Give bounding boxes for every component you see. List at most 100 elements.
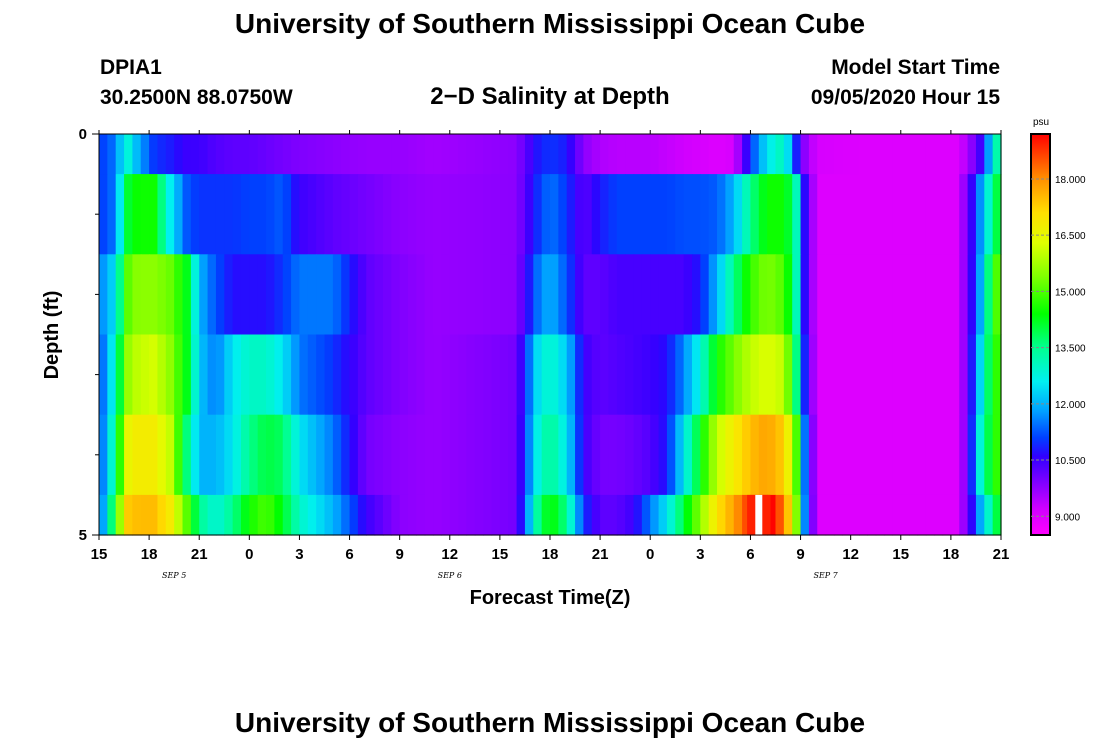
colorbar-tick-label: 13.500	[1055, 344, 1086, 355]
heatmap-cell	[307, 254, 317, 336]
heatmap-cell	[190, 494, 200, 536]
heatmap-cell	[666, 254, 676, 336]
heatmap-cell	[817, 334, 827, 416]
heatmap-cell	[859, 254, 868, 336]
heatmap-cell	[357, 334, 367, 416]
heatmap-cell	[591, 174, 601, 255]
heatmap-cell	[833, 414, 843, 496]
heatmap-cell	[124, 254, 134, 336]
heatmap-cell	[424, 254, 434, 336]
heatmap-cell	[892, 174, 902, 255]
heatmap-cell	[282, 254, 292, 336]
heatmap-cell	[107, 414, 117, 496]
heatmap-cell	[967, 174, 977, 255]
heatmap-cell	[257, 334, 267, 416]
heatmap-cell	[900, 414, 910, 496]
heatmap-cell	[282, 134, 292, 175]
heatmap-cell	[717, 334, 726, 416]
station-id: DPIA1	[100, 56, 162, 79]
heatmap-cell	[391, 174, 401, 255]
heatmap-cell	[382, 134, 392, 175]
heatmap-cell	[725, 494, 735, 536]
heatmap-cell	[550, 254, 559, 336]
heatmap-cell	[616, 414, 626, 496]
heatmap-cell	[867, 174, 877, 255]
heatmap-cell	[107, 494, 117, 536]
heatmap-cell	[800, 494, 810, 536]
heatmap-cell	[441, 494, 451, 536]
heatmap-cell	[925, 414, 935, 496]
heatmap-cell	[190, 174, 200, 255]
heatmap-cell	[240, 254, 250, 336]
heatmap-cell	[240, 334, 250, 416]
day-label: SEP 7	[813, 571, 838, 580]
heatmap-cell	[474, 174, 484, 255]
heatmap-cell	[700, 254, 710, 336]
heatmap-cell	[683, 174, 693, 255]
day-label: SEP 5	[162, 571, 186, 580]
heatmap-cell	[733, 134, 743, 175]
heatmap-cell	[984, 494, 994, 536]
heatmap-cell	[641, 494, 651, 536]
heatmap-cell	[767, 334, 777, 416]
heatmap-cell	[299, 134, 309, 175]
heatmap-cell	[742, 174, 752, 255]
heatmap-cell	[516, 414, 526, 496]
heatmap-cell	[583, 334, 593, 416]
heatmap-cell	[408, 134, 417, 175]
heatmap-cell	[99, 134, 108, 175]
y-axis: 05	[79, 126, 99, 544]
hotspot-layer	[747, 494, 771, 535]
heatmap-cell	[575, 414, 585, 496]
heatmap-cell	[750, 174, 760, 255]
heatmap-cell	[232, 254, 242, 336]
heatmap-cell	[767, 494, 777, 536]
heatmap-cell	[950, 254, 960, 336]
heatmap-cell	[691, 254, 701, 336]
colorbar-tick-label: 16.500	[1055, 231, 1086, 242]
heatmap-cell	[391, 494, 401, 536]
x-tick-label: 18	[141, 546, 158, 563]
heatmap-cell	[959, 494, 969, 536]
heatmap-cell	[934, 414, 944, 496]
heatmap-cell	[341, 334, 351, 416]
x-tick-label: 3	[696, 546, 704, 563]
heatmap-cell	[224, 414, 234, 496]
heatmap-cell	[483, 134, 493, 175]
heatmap-cell	[825, 494, 835, 536]
heatmap-cell	[374, 414, 384, 496]
heatmap-cell	[408, 174, 417, 255]
heatmap-cell	[541, 494, 551, 536]
heatmap-cell	[558, 494, 568, 536]
heatmap-cell	[332, 414, 342, 496]
x-tick-label: 18	[943, 546, 960, 563]
heatmap-cell	[491, 134, 501, 175]
heatmap-cell	[215, 254, 225, 336]
heatmap-cell	[391, 414, 401, 496]
heatmap-cell	[99, 494, 108, 536]
heatmap-cell	[232, 174, 242, 255]
heatmap-cell	[508, 134, 518, 175]
heatmap-cell	[792, 254, 802, 336]
heatmap-cell	[792, 414, 802, 496]
heatmap-cell	[850, 134, 860, 175]
heatmap-cell	[758, 134, 768, 175]
heatmap-cell	[600, 334, 610, 416]
heatmap-cell	[433, 134, 443, 175]
heatmap-cell	[99, 414, 108, 496]
heatmap-cell	[875, 254, 885, 336]
heatmap-cell	[441, 134, 451, 175]
heatmap-cell	[299, 494, 309, 536]
heatmap-cell	[274, 254, 284, 336]
heatmap-cell	[215, 174, 225, 255]
heatmap-cell	[149, 414, 159, 496]
heatmap-cell	[516, 334, 526, 416]
heatmap-cell	[792, 134, 802, 175]
heatmap-cell	[374, 134, 384, 175]
heatmap-cell	[909, 414, 919, 496]
heatmap-cell	[341, 494, 351, 536]
heatmap-cell	[190, 134, 200, 175]
heatmap-cell	[458, 414, 468, 496]
heatmap-cell	[550, 414, 559, 496]
heatmap-cell	[700, 414, 710, 496]
